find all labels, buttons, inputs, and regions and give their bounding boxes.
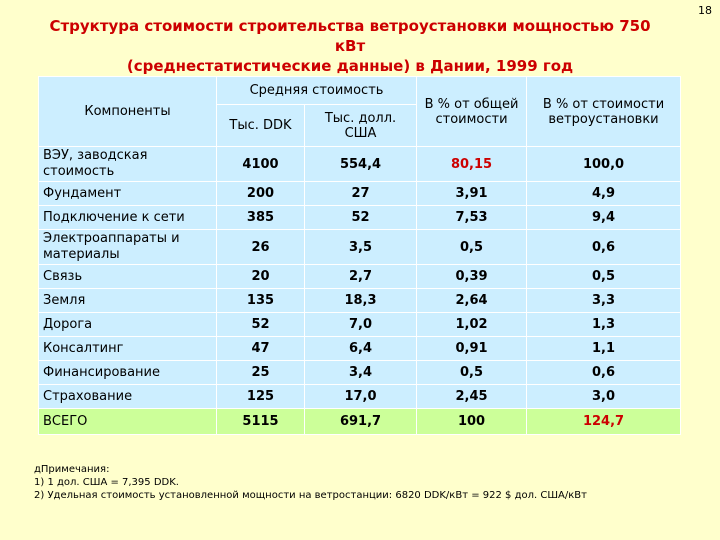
title-line-2: (среднестатистические данные) в Дании, 1… [126, 57, 574, 75]
pct-total-cell: 1,02 [416, 312, 528, 337]
header-usd: Тыс. долл. США [303, 104, 418, 147]
page-title: Структура стоимости строительства ветроу… [40, 16, 660, 76]
ddk-cell: 25 [216, 360, 305, 385]
total-ddk-cell: 5115 [216, 408, 305, 435]
pct-total-cell: 80,15 [416, 146, 528, 182]
component-cell: Связь [38, 264, 217, 289]
table-row: Фундамент 200 27 3,91 4,9 [38, 181, 682, 206]
usd-cell: 554,4 [303, 146, 418, 182]
ddk-cell: 4100 [216, 146, 305, 182]
usd-cell: 3,4 [303, 360, 418, 385]
pct-turbine-cell: 0,5 [526, 264, 682, 289]
pct-total-cell: 0,91 [416, 336, 528, 361]
pct-turbine-cell: 1,3 [526, 312, 682, 337]
header-avg-cost: Средняя стоимость [215, 76, 418, 105]
header-pct-total: В % от общей стоимости [416, 76, 528, 147]
component-cell: Страхование [38, 384, 217, 409]
pct-total-cell: 7,53 [416, 205, 528, 230]
usd-cell: 52 [303, 205, 418, 230]
table-body: ВЭУ, заводская стоимость 4100 554,4 80,15 10… [38, 146, 682, 435]
table-row: Консалтинг 47 6,4 0,91 1,1 [38, 336, 682, 361]
pct-total-cell: 0,39 [416, 264, 528, 289]
ddk-cell: 47 [216, 336, 305, 361]
pct-turbine-cell: 3,0 [526, 384, 682, 409]
ddk-cell: 20 [216, 264, 305, 289]
header-ddk: Тыс. DDK [216, 104, 305, 147]
total-pct-total-cell: 100 [416, 408, 528, 435]
usd-cell: 17,0 [303, 384, 418, 409]
component-cell: Консалтинг [38, 336, 217, 361]
pct-turbine-cell: 0,6 [526, 229, 682, 265]
usd-cell: 3,5 [303, 229, 418, 265]
note-2: 2) Удельная стоимость установленной мощн… [34, 490, 587, 501]
ddk-cell: 385 [216, 205, 305, 230]
note-1: 1) 1 дол. США = 7,395 DDK. [34, 477, 179, 488]
ddk-cell: 125 [216, 384, 305, 409]
total-component-cell: ВСЕГО [38, 408, 217, 435]
ddk-cell: 135 [216, 288, 305, 313]
component-cell: ВЭУ, заводская стоимость [38, 146, 217, 182]
table-row: Дорога 52 7,0 1,02 1,3 [38, 312, 682, 337]
ddk-cell: 52 [216, 312, 305, 337]
pct-total-cell: 0,5 [416, 360, 528, 385]
pct-turbine-cell: 1,1 [526, 336, 682, 361]
header-components: Компоненты [38, 76, 217, 147]
cost-structure-table: Компоненты Средняя стоимость В % от обще… [38, 76, 682, 435]
pct-turbine-cell: 3,3 [526, 288, 682, 313]
table-row: Электроаппараты и материалы 26 3,5 0,5 0,6 [38, 229, 682, 265]
notes: дПримечания: 1) 1 дол. США = 7,395 DDK. … [34, 463, 694, 502]
usd-cell: 27 [303, 181, 418, 206]
total-usd-cell: 691,7 [303, 408, 418, 435]
table-row: Страхование 125 17,0 2,45 3,0 [38, 384, 682, 409]
usd-cell: 6,4 [303, 336, 418, 361]
pct-total-cell: 2,64 [416, 288, 528, 313]
component-cell: Подключение к сети [38, 205, 217, 230]
total-pct-turbine-cell: 124,7 [526, 408, 682, 435]
table-row: Связь 20 2,7 0,39 0,5 [38, 264, 682, 289]
component-cell: Дорога [38, 312, 217, 337]
pct-turbine-cell: 100,0 [526, 146, 682, 182]
title-line-1: Структура стоимости строительства ветроу… [49, 17, 651, 55]
usd-cell: 2,7 [303, 264, 418, 289]
pct-turbine-cell: 0,6 [526, 360, 682, 385]
usd-cell: 18,3 [303, 288, 418, 313]
table-row: Подключение к сети 385 52 7,53 9,4 [38, 205, 682, 230]
total-row: ВСЕГО 5115 691,7 100 124,7 [38, 408, 682, 435]
pct-turbine-cell: 9,4 [526, 205, 682, 230]
pct-turbine-cell: 4,9 [526, 181, 682, 206]
page-number: 18 [698, 4, 712, 17]
ddk-cell: 26 [216, 229, 305, 265]
notes-heading: дПримечания: [34, 464, 110, 475]
ddk-cell: 200 [216, 181, 305, 206]
table-row: Финансирование 25 3,4 0,5 0,6 [38, 360, 682, 385]
pct-total-cell: 0,5 [416, 229, 528, 265]
table-row: Земля 135 18,3 2,64 3,3 [38, 288, 682, 313]
usd-cell: 7,0 [303, 312, 418, 337]
header-pct-turbine: В % от стоимости ветроустановки [526, 76, 682, 147]
table-row: ВЭУ, заводская стоимость 4100 554,4 80,15 10… [38, 146, 682, 182]
component-cell: Электроаппараты и материалы [38, 229, 217, 265]
pct-total-cell: 3,91 [416, 181, 528, 206]
pct-total-cell: 2,45 [416, 384, 528, 409]
component-cell: Финансирование [38, 360, 217, 385]
component-cell: Фундамент [38, 181, 217, 206]
component-cell: Земля [38, 288, 217, 313]
